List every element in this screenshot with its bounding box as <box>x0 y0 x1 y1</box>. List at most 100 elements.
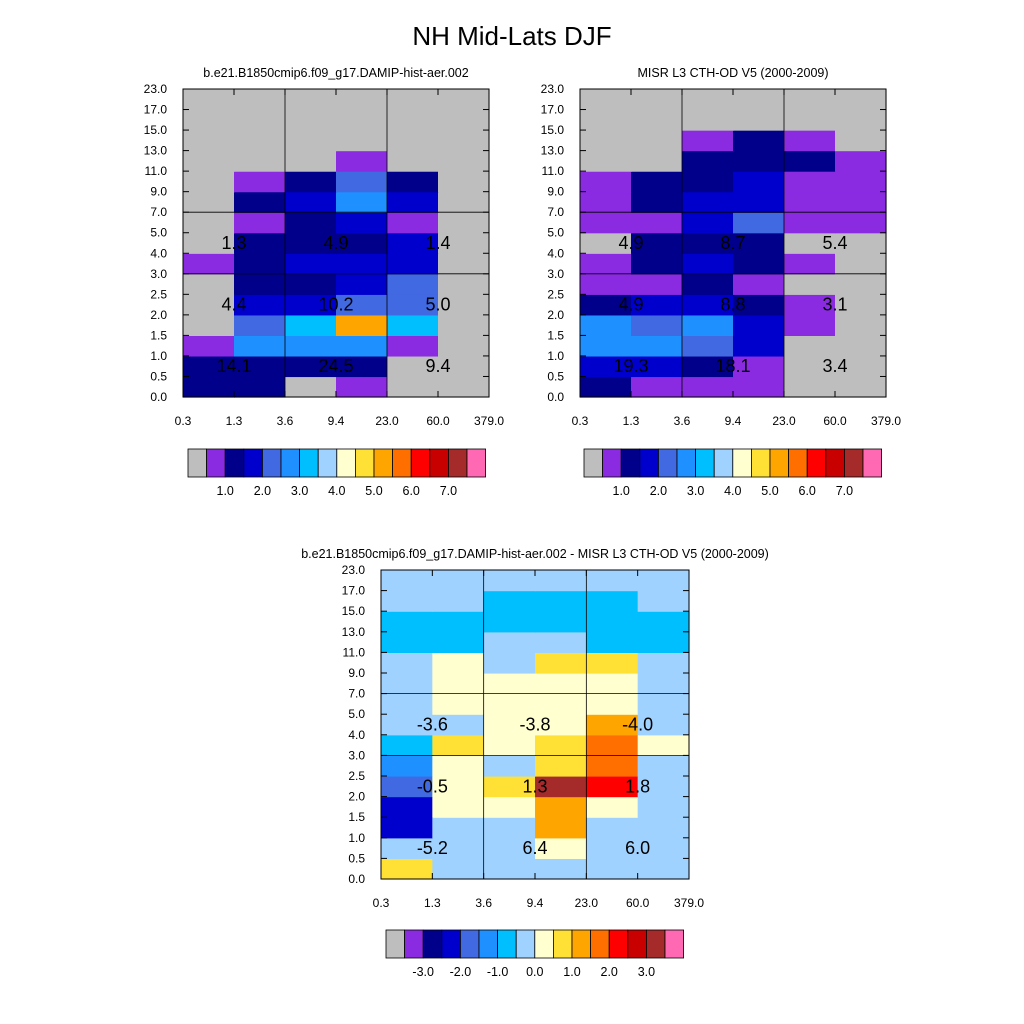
x-tick-label: 379.0 <box>674 896 704 910</box>
heatmap-cell <box>586 734 639 756</box>
heatmap-cell <box>483 570 536 592</box>
heatmap-cell <box>535 631 587 653</box>
heatmap-cell <box>432 673 485 695</box>
box-value-label: -3.8 <box>519 715 550 735</box>
heatmap-cell <box>483 714 536 736</box>
y-tick-label: 2.5 <box>547 287 564 301</box>
heatmap-cell <box>438 253 490 275</box>
heatmap-cell <box>183 273 235 295</box>
x-tick-label: 3.6 <box>277 414 294 428</box>
heatmap-cell <box>631 314 683 336</box>
y-tick-label: 2.0 <box>547 308 564 322</box>
heatmap-cell <box>183 294 235 316</box>
heatmap-cell <box>483 776 536 798</box>
heatmap-cell <box>733 355 785 378</box>
heatmap-cell <box>183 253 235 275</box>
heatmap-cell <box>580 335 632 357</box>
box-value-label: 1.8 <box>625 776 650 796</box>
heatmap-cell <box>336 191 388 213</box>
y-tick-label: 17.0 <box>144 103 168 117</box>
heatmap-cell <box>285 232 337 254</box>
colorbar-swatch <box>695 448 715 478</box>
heatmap-cell <box>183 109 235 131</box>
x-tick-label: 3.6 <box>475 896 492 910</box>
heatmap-cell <box>733 171 785 193</box>
heatmap-cell <box>586 693 639 715</box>
heatmap-cell <box>285 294 337 316</box>
y-tick-label: 11.0 <box>343 645 366 659</box>
box-value-label: 3.1 <box>822 295 847 315</box>
heatmap-cell <box>183 355 235 378</box>
heatmap-cell <box>438 294 490 316</box>
colorbar-label: 6.0 <box>799 484 816 498</box>
heatmap-cell <box>387 335 439 357</box>
heatmap-cell <box>784 212 836 234</box>
y-tick-label: 7.0 <box>150 205 167 219</box>
heatmap-cell <box>432 590 485 612</box>
y-tick-label: 4.0 <box>547 246 564 260</box>
heatmap-cell <box>682 314 734 336</box>
y-tick-label: 2.5 <box>150 287 167 301</box>
heatmap-cell <box>234 130 286 152</box>
heatmap-cell <box>438 232 490 254</box>
colorbar-label: 2.0 <box>254 484 271 498</box>
heatmap-cell <box>733 376 785 398</box>
box-value-label: 6.0 <box>625 838 650 858</box>
colorbar-swatch <box>261 448 282 478</box>
box-value-label: 1.3 <box>522 776 547 796</box>
heatmap-cell <box>387 355 439 378</box>
heatmap-cell <box>631 171 683 193</box>
y-tick-label: 5.0 <box>348 707 365 721</box>
heatmap-cell <box>432 817 485 839</box>
heatmap-cell <box>637 817 690 839</box>
colorbar-swatch <box>646 929 666 959</box>
heatmap-cell <box>387 171 439 193</box>
y-tick-label: 13.0 <box>144 144 168 158</box>
colorbar-label: 6.0 <box>403 484 420 498</box>
heatmap-cell <box>637 631 690 653</box>
heatmap-cell <box>387 314 439 336</box>
heatmap-cell <box>580 273 632 295</box>
heatmap-cell <box>580 130 632 152</box>
y-tick-label: 4.0 <box>348 728 365 742</box>
heatmap-cell <box>183 376 235 398</box>
heatmap-cell <box>733 253 785 275</box>
box-value-label: 1.4 <box>425 233 450 253</box>
heatmap-cell <box>336 109 388 131</box>
heatmap-cell <box>835 335 887 357</box>
colorbar-swatch <box>447 448 468 478</box>
x-tick-label: 0.3 <box>572 414 589 428</box>
heatmap-cell <box>285 150 337 172</box>
heatmap-cell <box>234 273 286 295</box>
heatmap-cell <box>381 837 433 859</box>
heatmap-cell <box>432 796 485 818</box>
y-tick-label: 13.0 <box>541 144 565 158</box>
heatmap-cell <box>637 858 690 880</box>
heatmap-cell <box>586 776 639 798</box>
colorbar-label: 2.0 <box>650 484 667 498</box>
heatmap-cell <box>637 714 690 736</box>
heatmap-cell <box>234 314 286 336</box>
y-tick-label: 2.5 <box>348 769 365 783</box>
heatmap-cell <box>637 652 690 674</box>
colorbar-swatch <box>354 448 375 478</box>
heatmap-cell <box>381 734 433 756</box>
heatmap-cell <box>631 232 683 254</box>
heatmap-cell <box>835 355 887 378</box>
x-tick-label: 60.0 <box>626 896 650 910</box>
heatmap-cell <box>586 796 639 818</box>
y-tick-label: 11.0 <box>145 164 168 178</box>
heatmap-cell <box>234 294 286 316</box>
colorbar-swatch <box>627 929 647 959</box>
panel-title: MISR L3 CTH-OD V5 (2000-2009) <box>637 66 828 80</box>
x-tick-label: 23.0 <box>772 414 796 428</box>
colorbar-swatch <box>441 929 461 959</box>
heatmap-cell <box>285 212 337 234</box>
heatmap-cell <box>387 273 439 295</box>
heatmap-cell <box>381 693 433 715</box>
colorbar-label: -1.0 <box>487 965 509 979</box>
heatmap-cell <box>631 253 683 275</box>
heatmap-cell <box>336 355 388 378</box>
heatmap-cell <box>381 631 433 653</box>
heatmap-cell <box>285 171 337 193</box>
